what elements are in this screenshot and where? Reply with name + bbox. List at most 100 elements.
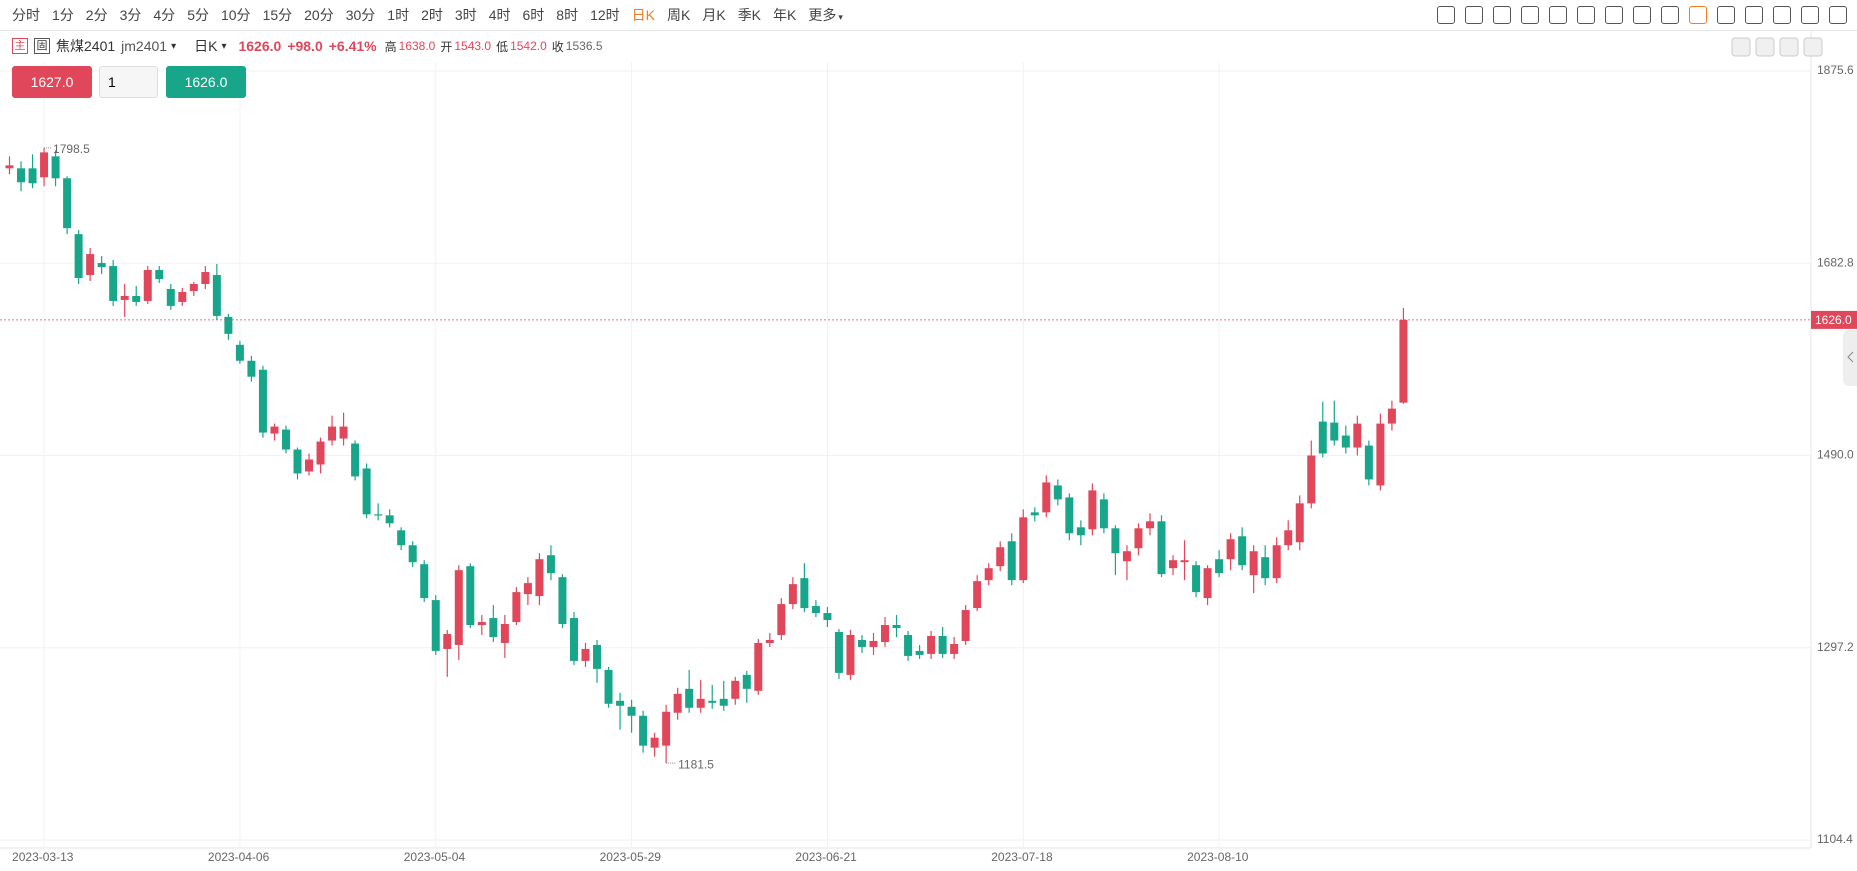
tool-icon[interactable] [1577, 6, 1595, 24]
candle-body [109, 266, 118, 301]
tool-icon[interactable] [1437, 6, 1455, 24]
interval[interactable]: 2分 [85, 7, 108, 23]
panel-button [1755, 37, 1775, 57]
candle-body [857, 639, 866, 647]
interval[interactable]: 1时 [387, 7, 410, 23]
collapse-arrow [1847, 351, 1854, 363]
candle-body [362, 468, 371, 515]
interval[interactable]: 4时 [488, 7, 511, 23]
candle-body [1157, 521, 1166, 575]
tool-icon[interactable] [1493, 6, 1511, 24]
x-tick-label: 2023-05-04 [404, 850, 466, 864]
candle-body [74, 234, 83, 279]
candle-body [1180, 560, 1189, 563]
candle-body [1376, 423, 1385, 486]
more-menu[interactable]: 更多 ▾ [808, 7, 843, 23]
buy-button[interactable]: 1626.0 [166, 66, 246, 98]
candle-body [454, 570, 463, 645]
interval[interactable]: 1分 [52, 7, 74, 23]
candle-body [1238, 536, 1247, 566]
tool-icon[interactable] [1465, 6, 1483, 24]
candle-body [1065, 497, 1074, 534]
qty-input[interactable]: 1 [99, 66, 158, 98]
period[interactable]: 日K [194, 38, 218, 54]
interval[interactable]: 3时 [454, 7, 477, 23]
sell-button[interactable]: 1627.0 [12, 66, 92, 98]
candle-body [1353, 423, 1362, 448]
candle-body [339, 426, 348, 439]
candle-body [316, 441, 325, 465]
candle-body [293, 449, 302, 474]
interval[interactable]: 8时 [556, 7, 579, 23]
candle-body [1318, 421, 1327, 454]
interval[interactable]: 10分 [220, 7, 251, 23]
tool-icon[interactable] [1633, 6, 1651, 24]
toolbar: 分时 1分 2分 3分 4分 5分 10分 15分 20分 30分 1时 2时 3时 4时 6时 8时 12时日… [0, 0, 1857, 31]
interval[interactable]: 分时 [12, 7, 40, 23]
candle-body [731, 680, 740, 699]
symbol-code[interactable]: jm2401 [121, 38, 168, 54]
candle-body [869, 640, 878, 647]
candle-body [1387, 408, 1396, 424]
tool-icon[interactable] [1605, 6, 1623, 24]
interval[interactable]: 15分 [262, 7, 293, 23]
tool-icon[interactable] [1689, 6, 1707, 24]
x-tick-label: 2023-04-06 [208, 850, 270, 864]
candle-body [685, 688, 694, 708]
candle-body [489, 618, 498, 637]
quote-header: 主 固 焦煤2401 jm2401 ▾ 日K ▾ 1626.0 +98.0 +6.4… [12, 34, 603, 58]
candle-body [973, 581, 982, 609]
candle-body [696, 698, 705, 708]
tool-icon[interactable] [1661, 6, 1679, 24]
candle-body [97, 263, 106, 268]
candle-body [328, 426, 337, 441]
candle-body [166, 288, 175, 306]
candle-body [431, 600, 440, 651]
interval[interactable]: 30分 [345, 7, 376, 23]
interval[interactable]: 6时 [522, 7, 545, 23]
candle-body [143, 270, 152, 301]
tool-icon[interactable] [1745, 6, 1763, 24]
tool-icon[interactable] [1717, 6, 1735, 24]
candle-body [224, 316, 233, 334]
candle-body [1272, 545, 1281, 579]
candle-body [1203, 568, 1212, 599]
candle-body [754, 642, 763, 691]
interval[interactable]: 5分 [187, 7, 209, 23]
y-tick-label: 1297.2 [1817, 640, 1854, 654]
candle-body [351, 443, 360, 477]
tool-icon[interactable] [1829, 6, 1847, 24]
candle-body [1330, 422, 1339, 441]
tool-icon[interactable] [1773, 6, 1791, 24]
interval[interactable]: 日K [631, 7, 655, 23]
symbol-name: 焦煤2401 [56, 38, 116, 54]
interval[interactable]: 12时 [590, 7, 620, 23]
x-tick-label: 2023-05-29 [600, 850, 662, 864]
tool-icon[interactable] [1549, 6, 1567, 24]
interval[interactable]: 2时 [421, 7, 443, 23]
interval[interactable]: 4分 [153, 7, 176, 23]
interval[interactable]: 年K [773, 7, 797, 23]
candle-body [86, 254, 95, 276]
main-tag[interactable]: 主 [12, 38, 28, 54]
candle-body [1053, 485, 1062, 500]
tool-icon[interactable] [1521, 6, 1539, 24]
candle-body [1122, 551, 1131, 562]
fixed-tag[interactable]: 固 [34, 38, 50, 54]
interval[interactable]: 月K [702, 7, 726, 23]
x-tick-label: 2023-06-21 [795, 850, 857, 864]
collapse-tab [1843, 330, 1857, 386]
candle-body [1284, 530, 1293, 546]
candle-body [1399, 319, 1408, 403]
tool-icon[interactable] [1801, 6, 1819, 24]
interval[interactable]: 季K [737, 7, 762, 23]
interval[interactable]: 周K [667, 7, 691, 23]
candle-body [397, 530, 406, 546]
interval[interactable]: 3分 [119, 7, 142, 23]
candle-body [40, 152, 49, 178]
candle-body [281, 429, 290, 450]
interval[interactable]: 20分 [304, 7, 334, 23]
candle-body [708, 700, 717, 703]
candle-body [800, 578, 809, 609]
